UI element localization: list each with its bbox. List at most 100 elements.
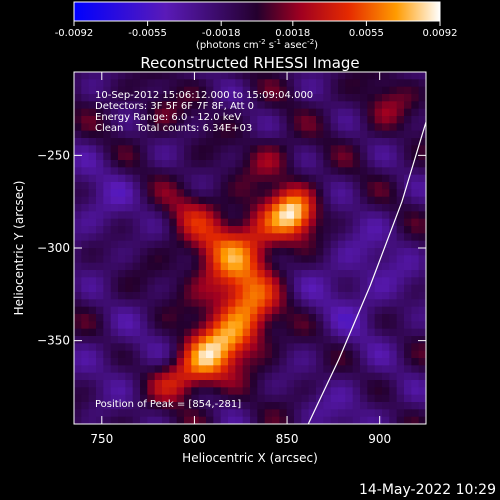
heatmap-cell [330,248,339,256]
heatmap-cell [345,277,354,286]
heatmap-cell [176,299,185,308]
heatmap-cell [206,167,214,176]
heatmap-cell [374,306,383,315]
heatmap-cell [132,255,141,264]
heatmap-cell [96,116,104,124]
heatmap-cell [345,108,354,117]
heatmap-cell [154,292,163,300]
heatmap-cell [264,343,273,352]
heatmap-cell [198,160,207,168]
heatmap-cell [367,394,376,403]
heatmap-cell [220,255,229,264]
heatmap-cell [418,86,426,95]
heatmap-cell [169,108,178,117]
heatmap-cell [81,365,90,374]
heatmap-cell [411,167,420,176]
heatmap-cell [228,314,236,322]
colorbar-tick-label: 0.0018 [275,28,310,39]
heatmap-cell [360,277,368,286]
heatmap-cell [206,328,214,337]
heatmap-cell [198,365,207,374]
heatmap-cell [301,108,310,117]
heatmap-cell [360,226,368,234]
heatmap-cell [382,350,390,359]
heatmap-cell [250,72,258,80]
heatmap-cell [396,387,405,396]
heatmap-cell [404,94,412,102]
heatmap-cell [191,416,200,424]
heatmap-cell [184,350,192,359]
heatmap-cell [213,145,222,154]
heatmap-cell [176,72,185,80]
heatmap-cell [264,189,273,198]
heatmap-cell [301,380,310,388]
heatmap-cell [264,248,273,256]
heatmap-cell [330,314,339,322]
heatmap-cell [198,343,207,352]
heatmap-cell [206,387,214,396]
heatmap-cell [396,233,405,242]
heatmap-cell [184,387,192,396]
heatmap-cell [81,350,90,359]
heatmap-cell [272,167,280,176]
heatmap-cell [250,306,258,315]
heatmap-cell [396,402,405,410]
heatmap-cell [404,79,412,88]
heatmap-cell [250,196,258,205]
heatmap-cell [418,116,426,124]
heatmap-cell [404,116,412,124]
heatmap-cell [176,394,185,403]
heatmap-cell [338,108,346,117]
heatmap-cell [220,86,229,95]
heatmap-cell [404,350,412,359]
heatmap-cell [103,387,112,396]
heatmap-cell [147,306,156,315]
heatmap-cell [330,94,339,102]
heatmap-cell [411,240,420,249]
heatmap-cell [147,416,156,424]
heatmap-cell [257,262,266,271]
heatmap-cell [257,79,266,88]
heatmap-cell [294,284,302,293]
heatmap-cell [374,152,383,161]
heatmap-cell [96,218,104,227]
heatmap-cell [74,299,82,308]
heatmap-cell [272,314,280,322]
heatmap-cell [125,416,134,424]
heatmap-cell [352,240,361,249]
heatmap-cell [206,226,214,234]
heatmap-cell [198,196,207,205]
heatmap-cell [235,72,244,80]
heatmap-cell [169,262,178,271]
heatmap-cell [176,277,185,286]
heatmap-cell [96,94,104,102]
heatmap-cell [220,218,229,227]
heatmap-cell [279,262,288,271]
heatmap-cell [352,123,361,132]
heatmap-cell [411,160,420,168]
heatmap-cell [264,116,273,124]
heatmap-cell [286,167,295,176]
heatmap-cell [286,130,295,139]
heatmap-cell [88,358,97,366]
heatmap-cell [132,233,141,242]
heatmap-cell [308,409,317,418]
heatmap-cell [132,248,141,256]
heatmap-cell [88,145,97,154]
heatmap-cell [132,387,141,396]
heatmap-cell [96,189,104,198]
heatmap-cell [220,343,229,352]
heatmap-cell [345,262,354,271]
heatmap-cell [110,321,119,330]
heatmap-cell [96,240,104,249]
heatmap-cell [198,167,207,176]
heatmap-cell [338,387,346,396]
heatmap-cell [345,233,354,242]
heatmap-cell [338,233,346,242]
heatmap-cell [228,101,236,110]
heatmap-cell [169,72,178,80]
heatmap-cell [294,138,302,146]
heatmap-cell [110,189,119,198]
heatmap-cell [147,138,156,146]
heatmap-cell [88,160,97,168]
